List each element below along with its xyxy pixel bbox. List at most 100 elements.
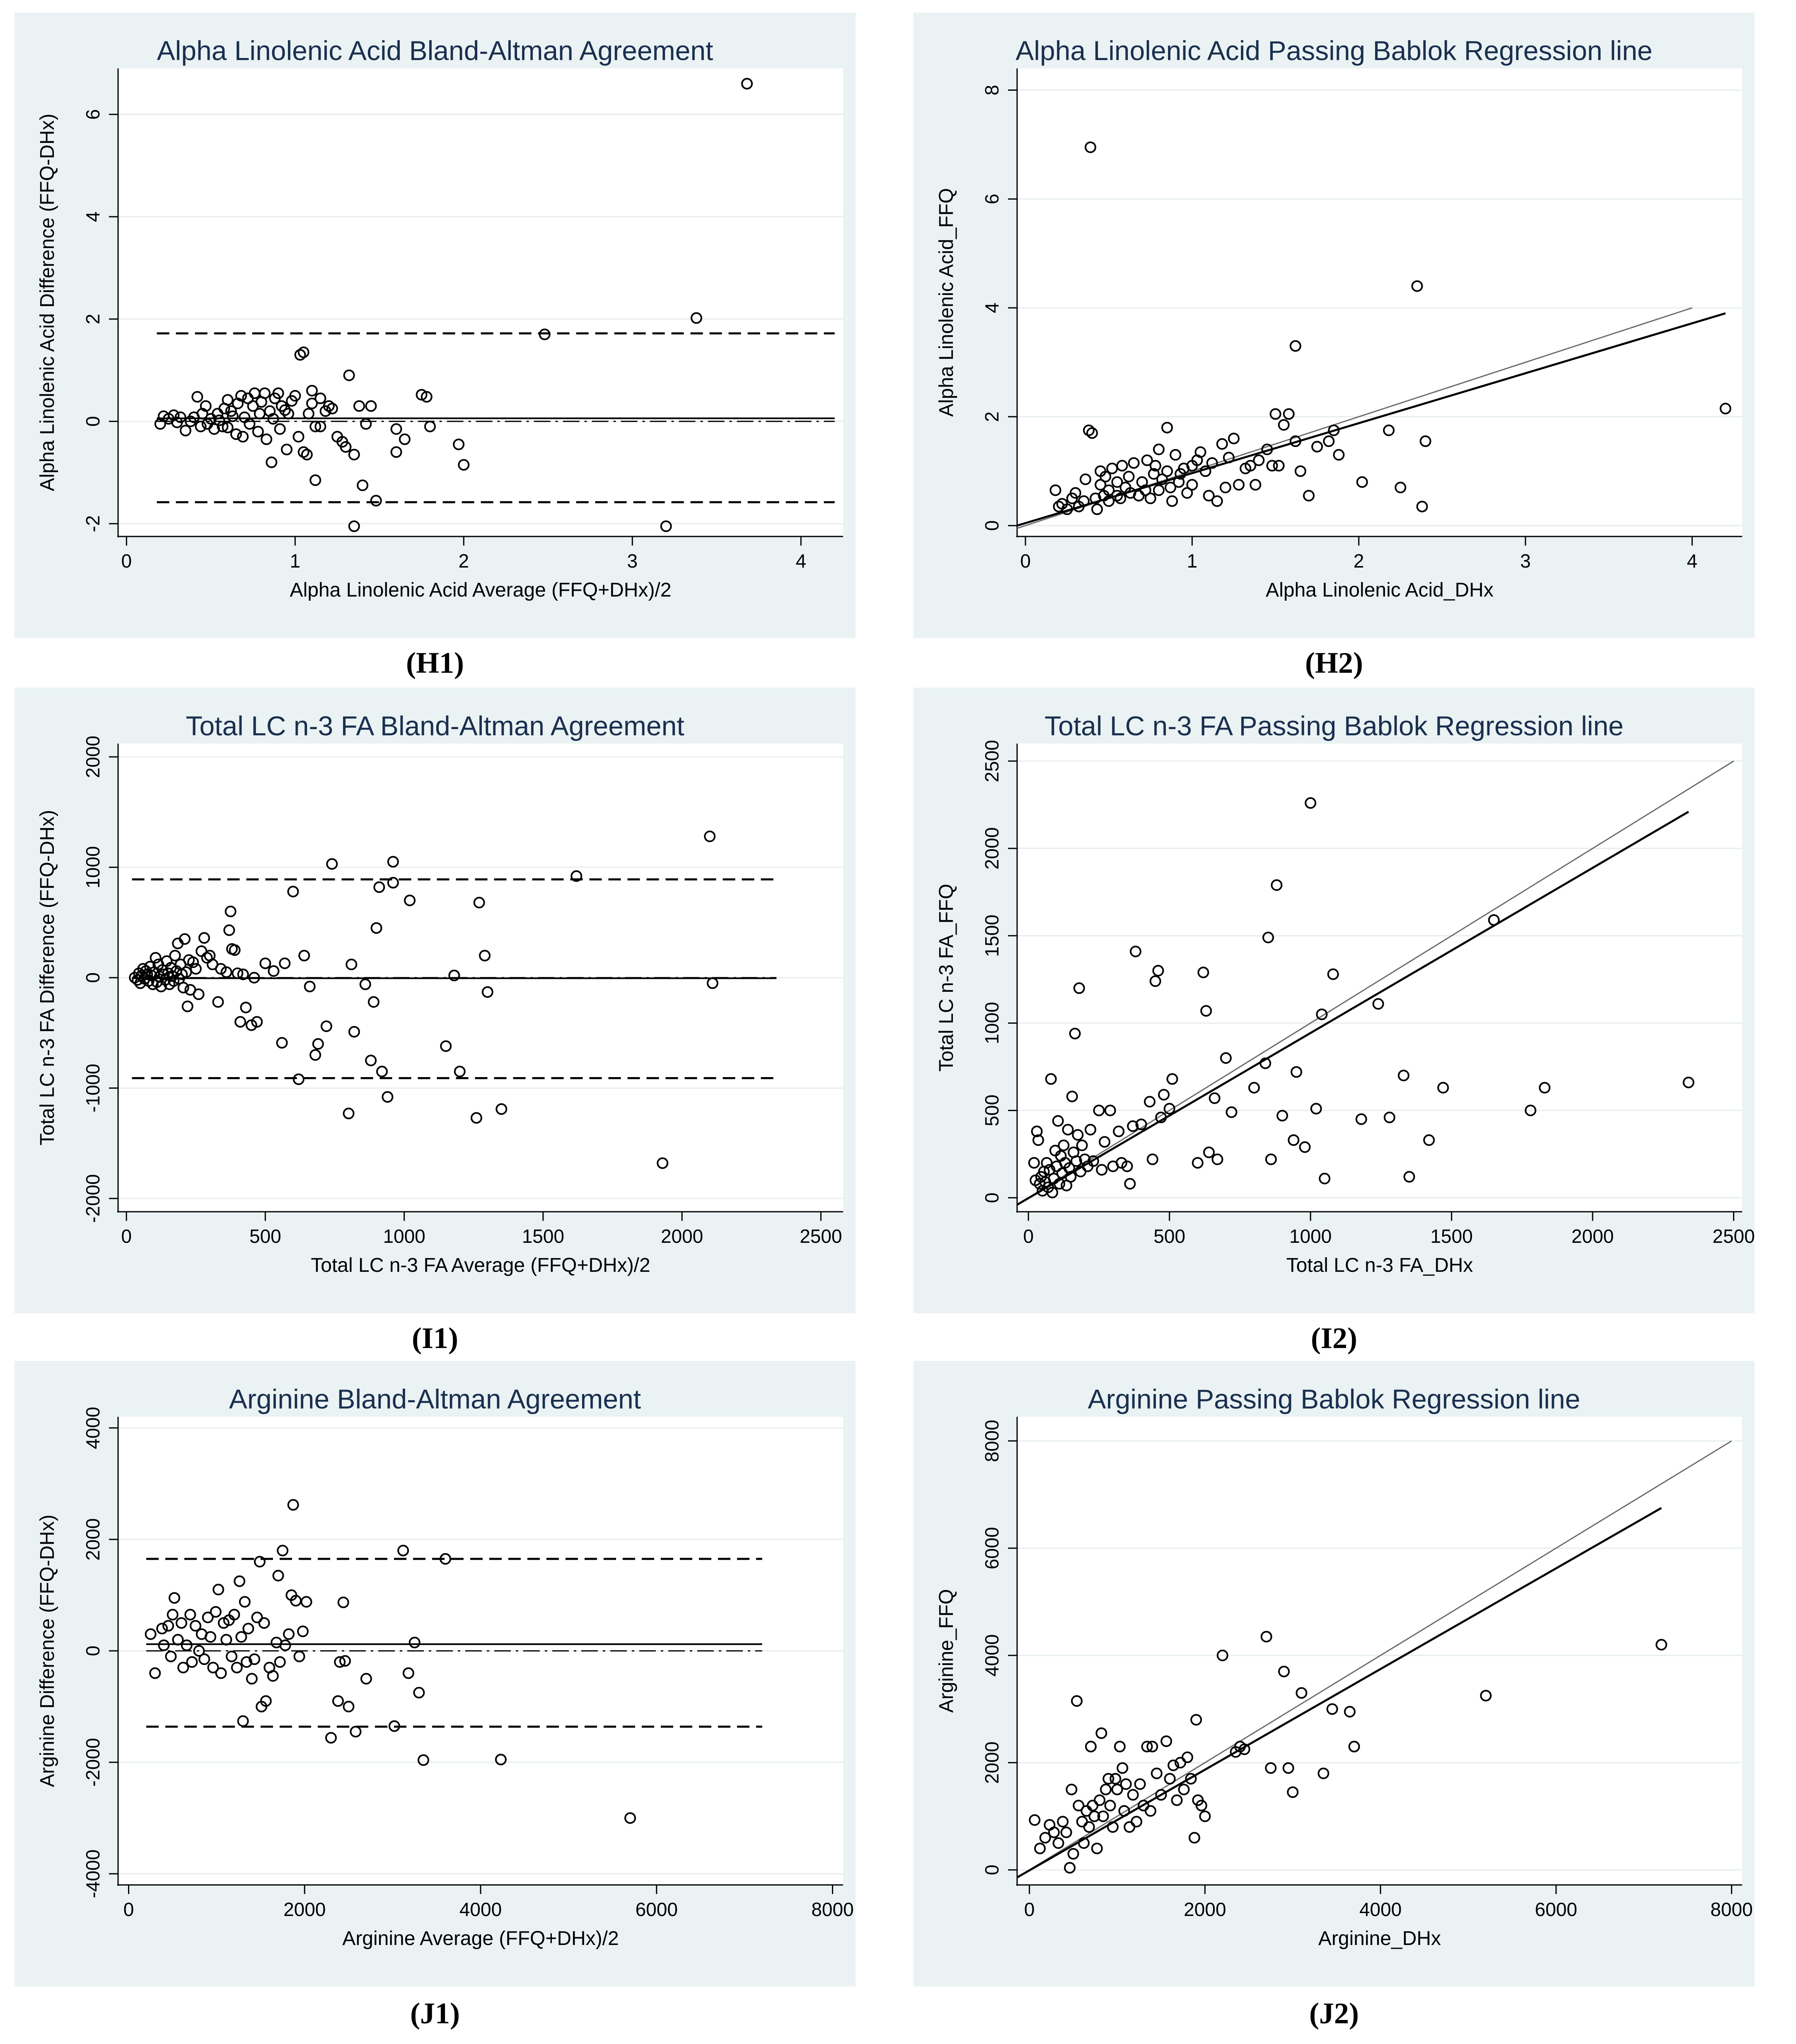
data-point [1344, 1706, 1356, 1718]
data-point [228, 1609, 240, 1621]
x-tick-label: 1500 [522, 1225, 564, 1247]
data-point [1114, 493, 1126, 505]
data-point [267, 413, 279, 425]
data-point [1719, 403, 1731, 415]
data-point [1070, 1155, 1082, 1167]
data-point [1079, 474, 1091, 486]
data-point [1095, 479, 1107, 491]
x-tick-label: 4000 [1359, 1899, 1402, 1920]
data-point [267, 1670, 279, 1682]
data-point [1085, 141, 1097, 153]
data-point [337, 1596, 349, 1608]
data-point [1052, 1837, 1064, 1849]
data-point [175, 1617, 187, 1629]
data-point [1107, 1821, 1119, 1833]
data-point [1173, 476, 1185, 488]
data-point [539, 329, 551, 341]
data-point [657, 1157, 669, 1169]
data-point [1206, 457, 1218, 469]
chart-title: Alpha Linolenic Acid Passing Bablok Regr… [1015, 35, 1652, 66]
data-point [370, 495, 382, 507]
x-tick-label: 2 [459, 550, 469, 572]
x-tick-label: 4 [795, 550, 806, 572]
data-point [314, 420, 326, 432]
data-point [348, 1026, 360, 1038]
data-point [350, 1726, 362, 1738]
data-point [1160, 1735, 1172, 1747]
data-point [215, 1667, 227, 1679]
data-point [1319, 1172, 1331, 1184]
data-point [1148, 468, 1160, 480]
y-tick-label: -4000 [82, 1849, 104, 1898]
data-point [1134, 1778, 1146, 1790]
data-point [1262, 932, 1274, 944]
data-point [1348, 1741, 1360, 1753]
data-point [1156, 474, 1168, 486]
data-point [204, 1631, 216, 1643]
data-point [417, 1754, 429, 1766]
data-point [481, 986, 493, 998]
data-point [276, 1037, 288, 1049]
data-point [254, 1556, 266, 1568]
x-tick-label: 6000 [636, 1899, 678, 1920]
data-point [1118, 1805, 1130, 1817]
data-point [287, 1499, 299, 1511]
data-point [1296, 1687, 1308, 1699]
data-point [1238, 1743, 1250, 1755]
data-point [1171, 1794, 1183, 1806]
data-point [473, 896, 485, 908]
data-point [1078, 495, 1090, 507]
data-point [454, 1065, 466, 1078]
data-point [259, 957, 271, 969]
data-point [1120, 1778, 1132, 1790]
data-point [402, 1667, 414, 1679]
data-point [231, 1662, 243, 1674]
data-point [1282, 1762, 1294, 1774]
y-tick-label: 0 [981, 520, 1003, 531]
data-point [181, 1000, 193, 1012]
data-point [198, 932, 210, 944]
data-point [279, 1639, 291, 1651]
data-point [304, 981, 316, 993]
data-point [413, 1686, 425, 1699]
data-point [570, 870, 583, 882]
data-point [1095, 1727, 1107, 1739]
data-point [1259, 1057, 1271, 1069]
data-point [1311, 441, 1323, 453]
data-point [1253, 454, 1265, 466]
data-point [167, 1609, 179, 1621]
data-point [387, 856, 399, 868]
data-point [266, 456, 278, 468]
data-point [314, 392, 326, 404]
data-point [1091, 503, 1103, 515]
data-point [1299, 1141, 1311, 1153]
data-point [1123, 471, 1135, 483]
data-point [741, 78, 753, 90]
x-axis-label: Arginine_DHx [1318, 1928, 1441, 1950]
data-point [242, 1623, 254, 1635]
data-point [198, 1653, 210, 1665]
data-point [251, 1016, 263, 1028]
y-tick-label: 6000 [981, 1527, 1003, 1569]
data-point [1048, 1827, 1060, 1839]
data-point [399, 433, 411, 445]
data-point [145, 1628, 157, 1640]
y-tick-label: 8000 [981, 1420, 1003, 1462]
x-tick-label: 500 [249, 1225, 281, 1247]
data-point [1078, 1837, 1090, 1849]
y-axis-label: Total LC n-3 FA Difference (FFQ-DHx) [36, 810, 58, 1145]
panel-label-h1: (H1) [406, 646, 464, 679]
x-axis-label: Alpha Linolenic Acid Average (FFQ+DHx)/2 [290, 579, 672, 601]
data-point [1181, 487, 1193, 499]
data-point [1116, 460, 1128, 472]
panel-label-i2: (I2) [1311, 1322, 1357, 1355]
data-point [1278, 1665, 1290, 1677]
data-point [239, 1596, 251, 1608]
x-tick-label: 1000 [1289, 1225, 1332, 1247]
x-tick-label: 6000 [1535, 1899, 1577, 1920]
data-point [292, 431, 305, 443]
data-point [1182, 1751, 1194, 1763]
data-point [174, 411, 186, 423]
data-point [495, 1754, 507, 1766]
data-point [1228, 432, 1240, 445]
